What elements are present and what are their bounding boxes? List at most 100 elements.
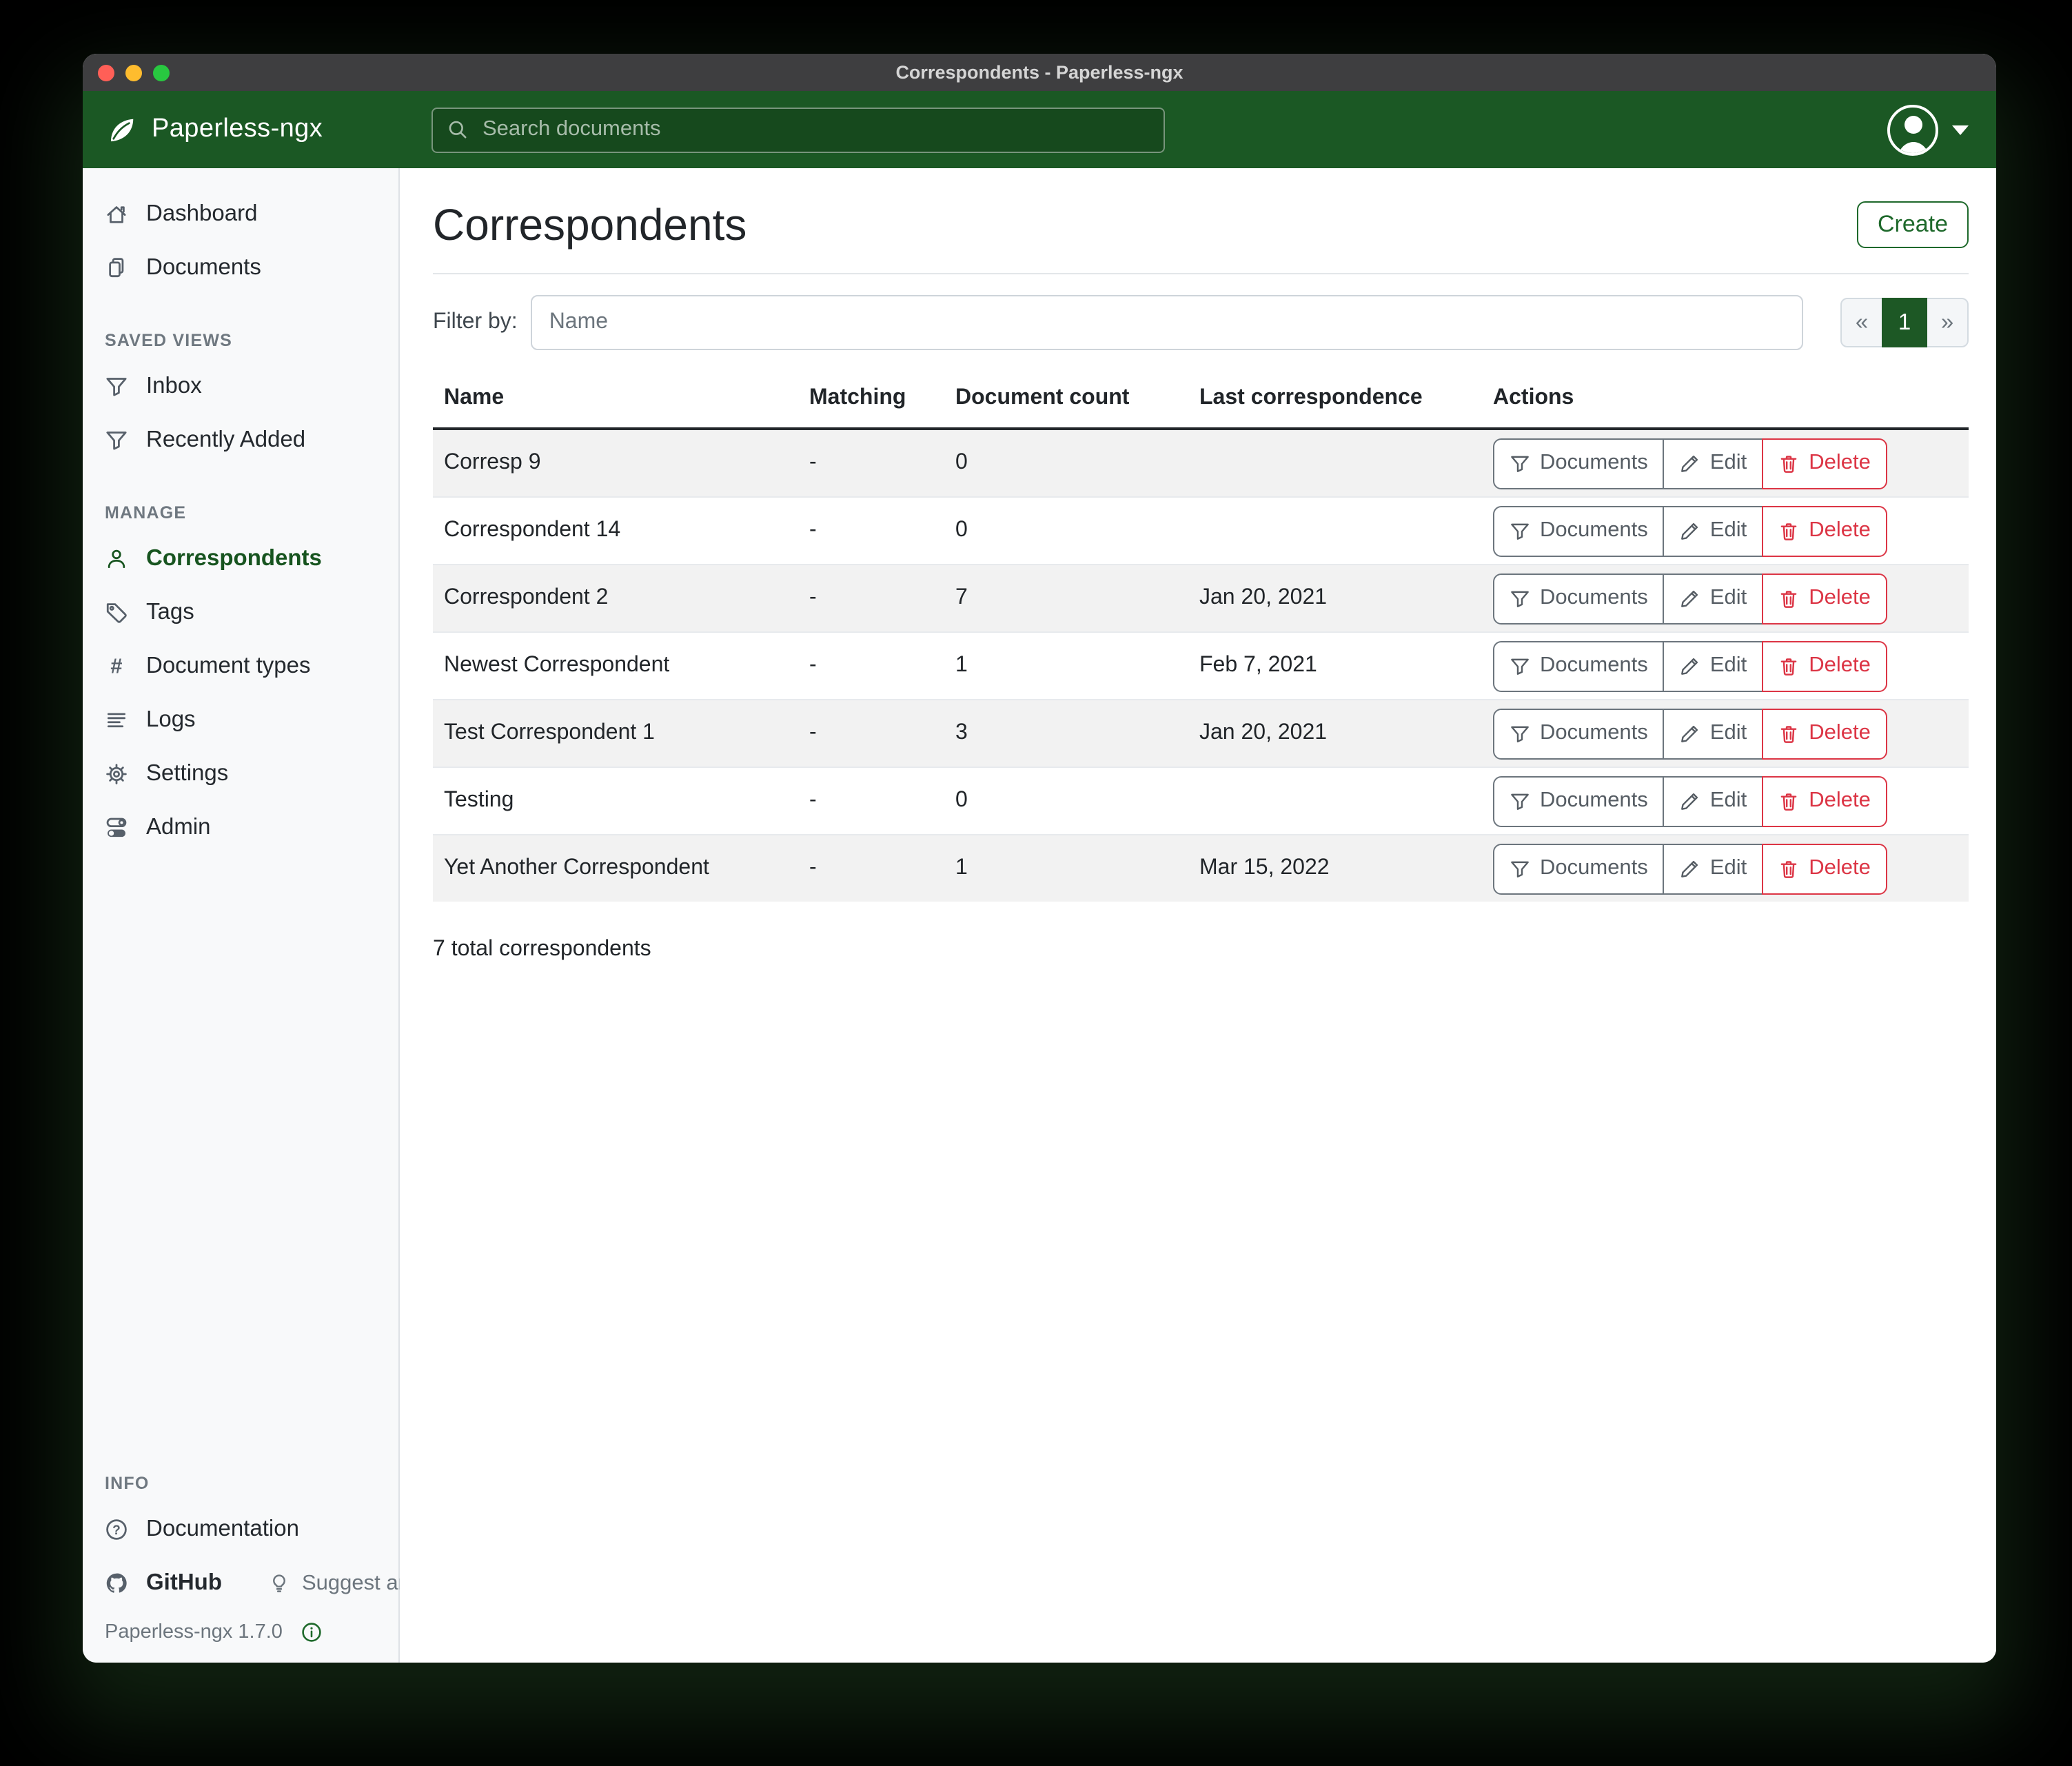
documents-button[interactable]: Documents <box>1493 573 1665 625</box>
pagination-page-1-button[interactable]: 1 <box>1882 298 1927 348</box>
trash-icon <box>1780 861 1797 878</box>
correspondent-actions: Documents Edit Delete <box>1482 429 1969 498</box>
correspondent-name: Newest Correspondent <box>444 653 670 678</box>
sidebar-item-inbox[interactable]: Inbox <box>83 360 398 414</box>
sidebar-item-settings[interactable]: Settings <box>83 747 398 801</box>
traffic-lights <box>98 54 170 91</box>
create-button[interactable]: Create <box>1856 201 1969 248</box>
sidebar-item-github[interactable]: GitHub <box>83 1556 222 1610</box>
brand[interactable]: Paperless-ngx <box>106 114 431 145</box>
edit-button[interactable]: Edit <box>1663 438 1764 489</box>
trash-icon <box>1780 456 1797 473</box>
edit-button[interactable]: Edit <box>1663 505 1764 557</box>
sidebar-item-label: Correspondents <box>146 546 322 571</box>
edit-button[interactable]: Edit <box>1663 708 1764 760</box>
sidebar-item-admin[interactable]: Admin <box>83 801 398 855</box>
button-label: Documents <box>1540 586 1648 610</box>
correspondent-last-correspondence <box>1188 498 1482 565</box>
filter-name-input[interactable] <box>531 295 1803 351</box>
user-menu[interactable] <box>1887 104 1969 155</box>
column-header-document-count: Document count <box>944 369 1188 431</box>
toggles-icon <box>106 818 127 838</box>
table-row: Test Correspondent 1 - 3 Jan 20, 2021 Do… <box>433 700 1969 768</box>
sidebar-item-recently-added[interactable]: Recently Added <box>83 414 398 467</box>
sidebar-item-correspondents[interactable]: Correspondents <box>83 532 398 586</box>
pencil-icon <box>1681 522 1698 540</box>
github-icon <box>106 1573 127 1593</box>
sidebar-item-label: Admin <box>146 815 211 840</box>
column-header-last-correspondence: Last correspondence <box>1188 369 1482 431</box>
delete-button[interactable]: Delete <box>1762 843 1887 895</box>
funnel-icon <box>106 378 127 396</box>
pagination-prev-button[interactable]: « <box>1840 298 1883 348</box>
sidebar-item-label: Dashboard <box>146 201 258 226</box>
delete-button[interactable]: Delete <box>1762 708 1887 760</box>
sidebar-item-logs[interactable]: Logs <box>83 693 398 747</box>
search-icon <box>449 121 467 139</box>
delete-button[interactable]: Delete <box>1762 438 1887 489</box>
correspondent-document-count: 0 <box>955 789 968 813</box>
button-label: Edit <box>1709 586 1747 610</box>
correspondent-actions: Documents Edit Delete <box>1482 700 1969 768</box>
sidebar-item-label: Tags <box>146 600 194 625</box>
column-header-matching: Matching <box>798 369 944 431</box>
correspondent-last-correspondence <box>1188 768 1482 835</box>
app-version: Paperless-ngx 1.7.0 <box>83 1610 398 1652</box>
delete-button[interactable]: Delete <box>1762 505 1887 557</box>
sidebar-item-tags[interactable]: Tags <box>83 586 398 640</box>
correspondent-last-correspondence: Mar 15, 2022 <box>1199 856 1330 880</box>
documents-button[interactable]: Documents <box>1493 843 1665 895</box>
gear-icon <box>106 764 127 784</box>
edit-button[interactable]: Edit <box>1663 843 1764 895</box>
trash-icon <box>1780 726 1797 743</box>
pencil-icon <box>1681 455 1698 472</box>
pencil-icon <box>1681 658 1698 675</box>
correspondent-name: Testing <box>444 789 514 813</box>
correspondent-matching: - <box>809 721 817 745</box>
edit-button[interactable]: Edit <box>1663 573 1764 625</box>
correspondent-document-count: 3 <box>955 721 968 745</box>
correspondents-table: Name Matching Document count Last corres… <box>433 369 1969 902</box>
funnel-icon <box>106 432 127 450</box>
correspondent-last-correspondence <box>1188 429 1482 498</box>
funnel-icon <box>1511 456 1529 472</box>
delete-button[interactable]: Delete <box>1762 573 1887 625</box>
button-label: Documents <box>1540 789 1648 813</box>
filter-label: Filter by: <box>433 310 518 334</box>
correspondent-last-correspondence: Jan 20, 2021 <box>1199 586 1328 610</box>
correspondent-name: Yet Another Correspondent <box>444 856 709 880</box>
close-window-button[interactable] <box>98 64 114 81</box>
search-input[interactable] <box>480 116 1150 143</box>
zoom-window-button[interactable] <box>153 64 170 81</box>
pagination-next-button[interactable]: » <box>1926 298 1969 348</box>
button-label: Documents <box>1540 518 1648 542</box>
correspondent-matching: - <box>809 653 817 678</box>
page-title: Correspondents <box>433 200 747 250</box>
sidebar-heading-saved-views: SAVED VIEWS <box>105 331 232 350</box>
delete-button[interactable]: Delete <box>1762 640 1887 692</box>
delete-button[interactable]: Delete <box>1762 775 1887 827</box>
row-action-group: Documents Edit Delete <box>1493 708 1887 760</box>
documents-button[interactable]: Documents <box>1493 640 1665 692</box>
button-label: Edit <box>1709 789 1747 813</box>
sidebar-item-document-types[interactable]: # Document types <box>83 640 398 693</box>
sidebar-item-dashboard[interactable]: Dashboard <box>83 187 398 241</box>
edit-button[interactable]: Edit <box>1663 640 1764 692</box>
sidebar-item-documentation[interactable]: ? Documentation <box>83 1503 398 1556</box>
documents-button[interactable]: Documents <box>1493 438 1665 489</box>
table-row: Yet Another Correspondent - 1 Mar 15, 20… <box>433 835 1969 902</box>
correspondent-matching: - <box>809 856 817 880</box>
correspondent-name: Test Correspondent 1 <box>444 721 655 745</box>
documents-button[interactable]: Documents <box>1493 505 1665 557</box>
edit-button[interactable]: Edit <box>1663 775 1764 827</box>
documents-button[interactable]: Documents <box>1493 708 1665 760</box>
documents-button[interactable]: Documents <box>1493 775 1665 827</box>
funnel-icon <box>1511 726 1529 742</box>
button-label: Edit <box>1709 518 1747 542</box>
info-circle-icon[interactable] <box>301 1621 323 1643</box>
search-box[interactable] <box>431 107 1165 152</box>
app-header: Paperless-ngx <box>83 91 1996 168</box>
minimize-window-button[interactable] <box>125 64 142 81</box>
sidebar-item-documents[interactable]: Documents <box>83 241 398 295</box>
